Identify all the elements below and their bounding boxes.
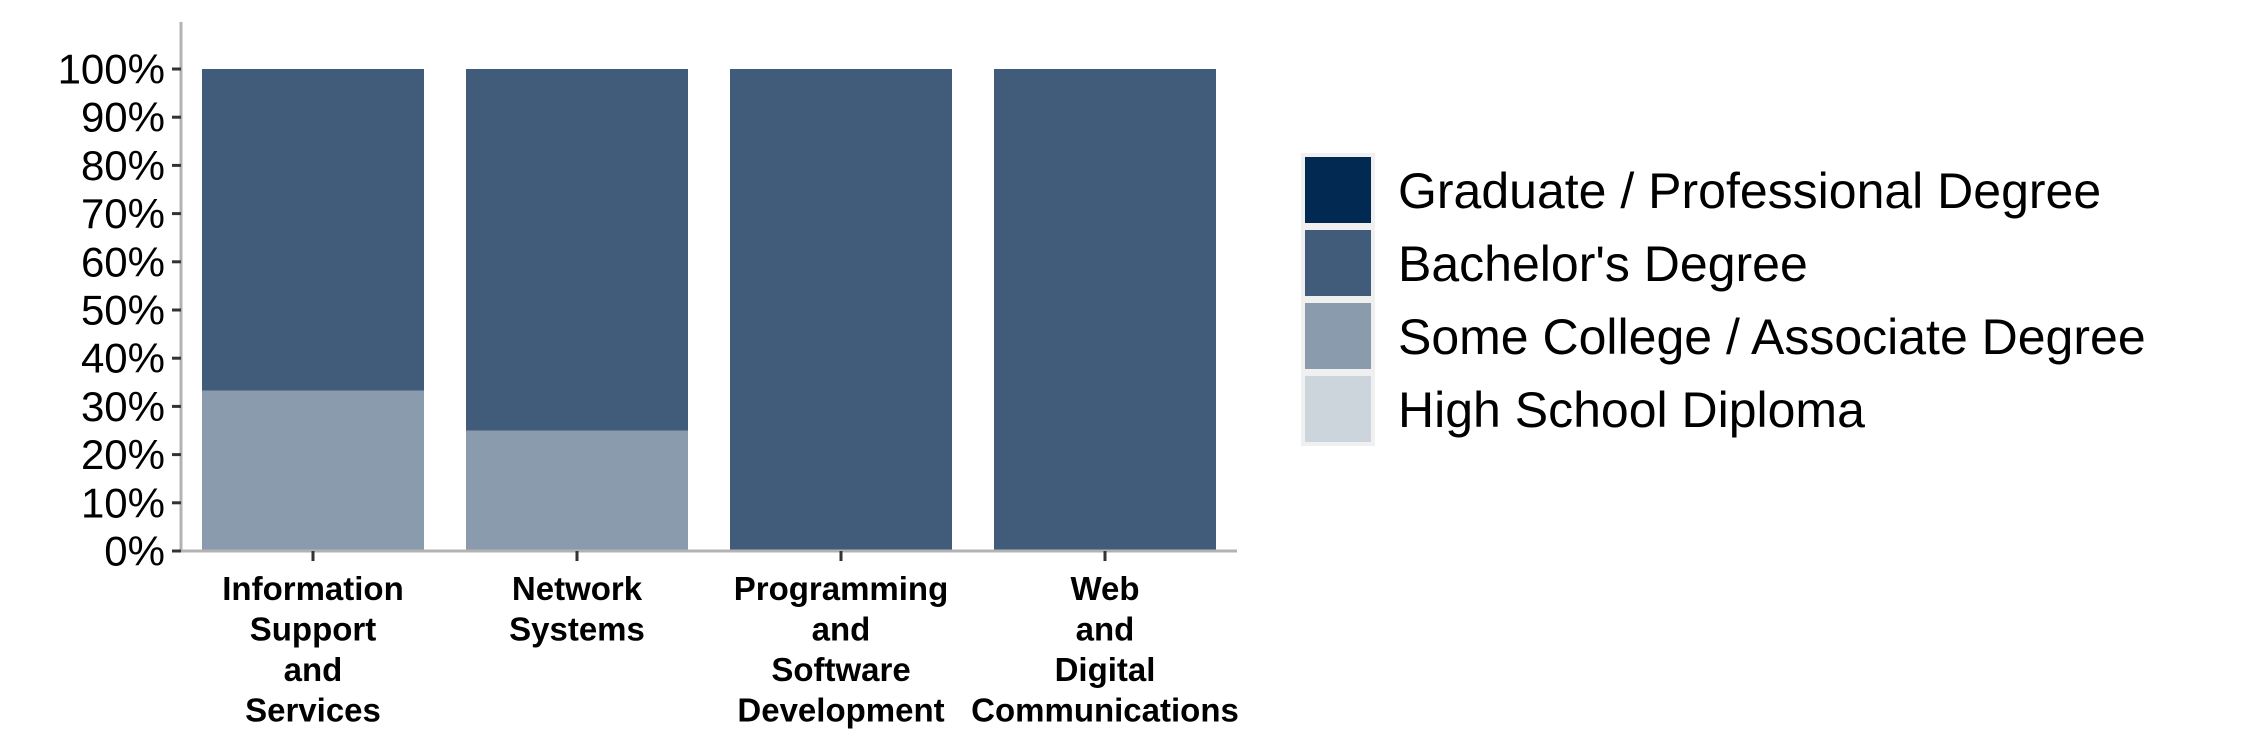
y-tick-label: 100% xyxy=(58,46,165,93)
legend-key-high-school-diploma xyxy=(1301,372,1375,446)
x-tick-label-line: Software xyxy=(771,651,910,688)
x-tick-label-line: and xyxy=(1076,611,1135,648)
x-tick-label: Network Systems xyxy=(509,570,645,648)
y-tick-label: 70% xyxy=(81,190,165,237)
bar-3-bachelor-s-degree xyxy=(730,69,952,551)
x-tick-label: Information Support and Services xyxy=(222,570,403,729)
y-tick-label: 30% xyxy=(81,383,165,430)
x-tick-label-line: and xyxy=(812,611,871,648)
legend-key-bachelor-s-degree xyxy=(1301,226,1375,300)
x-tick-label-line: Communications xyxy=(971,692,1239,729)
y-tick-label: 40% xyxy=(81,335,165,382)
y-tick-label: 10% xyxy=(81,479,165,526)
y-tick-label: 0% xyxy=(104,528,165,575)
x-tick-label-line: Development xyxy=(737,692,944,729)
x-tick-label-line: Web xyxy=(1070,570,1139,607)
legend-label-bachelor-s-degree: Bachelor's Degree xyxy=(1398,236,1808,292)
legend: Graduate / Professional Degree Bachelor's… xyxy=(1301,153,2146,446)
x-tick-label-line: Systems xyxy=(509,611,645,648)
legend-key-graduate-professional-degree xyxy=(1301,153,1375,227)
y-tick-label: 80% xyxy=(81,142,165,189)
bar-2-bachelor-s-degree xyxy=(466,69,688,431)
y-tick-label: 90% xyxy=(81,94,165,141)
y-tick-label: 60% xyxy=(81,238,165,285)
x-tick-label-line: Services xyxy=(245,692,381,729)
bars-group xyxy=(202,69,1216,551)
x-tick-label: Programming and Software Development xyxy=(734,570,949,729)
y-tick-label: 50% xyxy=(81,287,165,334)
legend-key-some-college-associate-degree xyxy=(1301,299,1375,373)
legend-label-graduate-professional-degree: Graduate / Professional Degree xyxy=(1398,163,2101,219)
x-tick-label-line: Programming xyxy=(734,570,949,607)
x-tick-label-line: Support xyxy=(250,611,376,648)
bar-2-some-college-associate-degree xyxy=(466,430,688,551)
y-tick-label: 20% xyxy=(81,431,165,478)
legend-label-some-college-associate-degree: Some College / Associate Degree xyxy=(1398,309,2146,365)
x-tick-label-line: and xyxy=(284,651,343,688)
axes-group: 0%10%20%30%40%50%60%70%80%90%100% Informa… xyxy=(58,22,1239,729)
legend-label-high-school-diploma: High School Diploma xyxy=(1398,382,1865,438)
x-tick-label-line: Digital xyxy=(1055,651,1156,688)
x-tick-label-line: Information xyxy=(222,570,403,607)
x-tick-label-line: Network xyxy=(512,570,643,607)
bar-1-bachelor-s-degree xyxy=(202,69,424,391)
x-tick-label: Web and Digital Communications xyxy=(971,570,1239,729)
bar-1-some-college-associate-degree xyxy=(202,390,424,551)
bar-4-bachelor-s-degree xyxy=(994,69,1216,551)
